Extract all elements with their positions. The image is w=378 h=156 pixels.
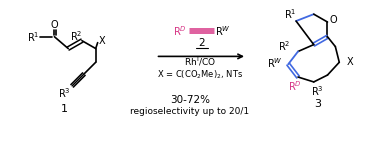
Text: 1: 1 (61, 104, 68, 115)
Text: R$^D$: R$^D$ (173, 24, 187, 38)
Text: R$^2$: R$^2$ (278, 40, 290, 54)
Text: R$^3$: R$^3$ (58, 86, 71, 100)
Text: X = C(CO$_2$Me)$_2$, NTs: X = C(CO$_2$Me)$_2$, NTs (157, 69, 243, 81)
Text: Rh$^\mathsf{I}$/CO: Rh$^\mathsf{I}$/CO (184, 56, 216, 68)
Text: 2: 2 (198, 38, 205, 48)
Text: X: X (347, 57, 353, 67)
Text: R$^D$: R$^D$ (288, 79, 302, 93)
Text: 30-72%: 30-72% (170, 95, 210, 105)
Text: R$^1$: R$^1$ (26, 30, 39, 44)
Text: R$^1$: R$^1$ (284, 7, 296, 21)
Text: 3: 3 (314, 99, 321, 109)
Text: R$^3$: R$^3$ (311, 84, 324, 98)
Text: R$^W$: R$^W$ (215, 24, 231, 38)
Text: R$^2$: R$^2$ (70, 29, 82, 43)
Text: R$^W$: R$^W$ (266, 56, 282, 70)
Text: X: X (98, 36, 105, 46)
Text: O: O (330, 15, 337, 25)
Text: O: O (51, 20, 58, 30)
Text: regioselectivity up to 20/1: regioselectivity up to 20/1 (130, 107, 249, 116)
